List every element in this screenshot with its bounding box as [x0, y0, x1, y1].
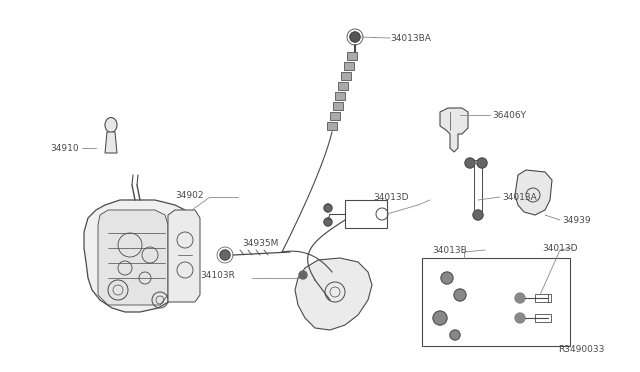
Text: 34910: 34910: [50, 144, 79, 153]
Polygon shape: [98, 210, 168, 305]
Polygon shape: [440, 108, 468, 152]
Circle shape: [454, 289, 466, 301]
Circle shape: [350, 32, 360, 42]
Text: R3490033: R3490033: [558, 346, 604, 355]
Bar: [338, 82, 348, 90]
Text: 34935M: 34935M: [242, 238, 278, 247]
Text: 34013B: 34013B: [432, 246, 467, 254]
Text: 34902: 34902: [175, 190, 204, 199]
Polygon shape: [515, 170, 552, 215]
Bar: [330, 112, 340, 120]
Polygon shape: [295, 258, 372, 330]
Circle shape: [465, 158, 475, 168]
Circle shape: [433, 311, 447, 325]
Circle shape: [477, 158, 487, 168]
Polygon shape: [84, 200, 192, 312]
Text: 36406Y: 36406Y: [492, 110, 526, 119]
Text: 34013A: 34013A: [502, 192, 537, 202]
Circle shape: [220, 250, 230, 260]
Bar: [535, 314, 551, 322]
Bar: [474, 160, 482, 215]
Bar: [345, 200, 387, 228]
Polygon shape: [105, 132, 117, 153]
Ellipse shape: [105, 118, 117, 132]
Bar: [333, 102, 343, 110]
Text: 34939: 34939: [562, 215, 591, 224]
Circle shape: [515, 293, 525, 303]
Bar: [335, 92, 345, 100]
Circle shape: [473, 210, 483, 220]
Polygon shape: [168, 210, 200, 302]
Text: 34013D: 34013D: [373, 192, 408, 202]
Bar: [422, 258, 570, 346]
Circle shape: [450, 330, 460, 340]
Text: 34013BA: 34013BA: [390, 33, 431, 42]
Circle shape: [324, 218, 332, 226]
Bar: [344, 62, 354, 70]
Circle shape: [441, 272, 453, 284]
Circle shape: [515, 313, 525, 323]
Bar: [347, 52, 357, 60]
Circle shape: [324, 204, 332, 212]
Bar: [341, 72, 351, 80]
Text: 34103R: 34103R: [200, 270, 235, 279]
Circle shape: [299, 271, 307, 279]
Bar: [535, 294, 551, 302]
Bar: [327, 122, 337, 130]
Text: 34013D: 34013D: [542, 244, 577, 253]
